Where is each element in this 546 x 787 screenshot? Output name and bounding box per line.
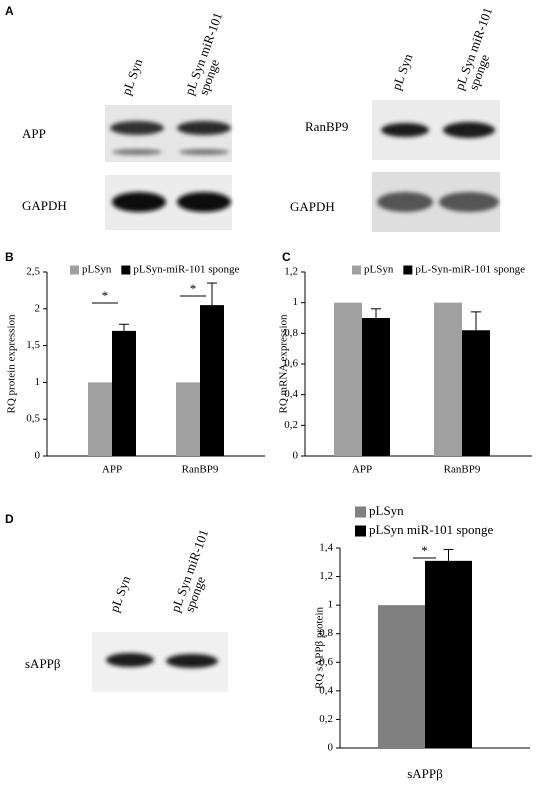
panel-label: C	[282, 250, 291, 264]
y-tick-label: 1,2	[284, 266, 298, 278]
error-bar	[471, 311, 481, 331]
row-label: APP	[22, 126, 46, 141]
bar	[334, 302, 362, 456]
y-tick-label: 1	[35, 376, 41, 388]
x-tick-label: APP	[352, 464, 372, 476]
row-label: sAPPβ	[25, 656, 61, 671]
annotation: *	[102, 288, 109, 303]
x-tick-label: RanBP9	[444, 464, 481, 476]
y-tick-label: 0,5	[26, 413, 40, 425]
y-axis-label: RQ mRNA expression	[278, 314, 290, 414]
band	[106, 653, 154, 667]
x-tick-label: RanBP9	[182, 464, 219, 476]
lane-label: pL Syn	[389, 51, 416, 92]
panel-label: A	[5, 4, 14, 18]
y-tick-label: 0,8	[319, 627, 333, 639]
band	[179, 149, 229, 155]
band	[439, 192, 499, 212]
blot-images	[92, 100, 500, 692]
legend-swatch	[355, 506, 366, 518]
panel-label: D	[5, 512, 14, 526]
error-bar	[371, 308, 381, 318]
band	[177, 192, 231, 212]
y-tick-label: 0,6	[319, 656, 333, 668]
bar	[200, 305, 224, 456]
band	[112, 149, 162, 155]
row-label: GAPDH	[290, 199, 335, 214]
lane-label: pL Syn	[107, 573, 134, 614]
row-label: GAPDH	[22, 198, 67, 213]
y-tick-label: 1,4	[319, 542, 333, 554]
band	[177, 121, 231, 135]
lane-label: pL Syn	[119, 56, 146, 97]
bar	[112, 330, 136, 456]
y-axis-label: RQ protein expression	[6, 314, 18, 413]
legend-swatch	[352, 265, 361, 275]
band	[377, 192, 433, 212]
bar	[176, 382, 200, 456]
band	[443, 122, 495, 138]
y-axis-label: RQ sAPPβ protein	[314, 607, 326, 689]
band	[381, 123, 429, 137]
panel-label: B	[5, 250, 14, 264]
legend-label: pLSyn	[369, 503, 404, 518]
legend-swatch	[70, 265, 79, 275]
y-tick-label: 0	[328, 742, 334, 754]
band	[110, 121, 164, 135]
row-label: RanBP9	[305, 119, 348, 134]
legend-swatch	[121, 265, 131, 275]
y-tick-label: 2,5	[26, 266, 40, 278]
error-bar	[207, 282, 217, 306]
error-bar	[443, 548, 454, 561]
x-tick-label: APP	[102, 464, 122, 476]
legend-swatch	[403, 265, 413, 275]
y-tick-label: 0	[293, 450, 299, 462]
y-tick-label: 0,4	[284, 388, 298, 400]
annotation: *	[421, 543, 428, 558]
legend-swatch	[355, 525, 366, 537]
annotation: *	[190, 281, 197, 296]
y-tick-label: 0,4	[319, 684, 333, 696]
y-tick-label: 0,2	[284, 419, 298, 431]
y-tick-label: 1,5	[26, 339, 40, 351]
legend-label: pL-Syn-miR-101 sponge	[415, 264, 525, 276]
legend-label: pLSyn-miR-101 sponge	[133, 264, 239, 276]
error-bar	[119, 323, 129, 331]
legend-label: pLSyn	[82, 264, 112, 276]
band	[166, 654, 218, 668]
y-tick-label: 0	[35, 450, 41, 462]
bar	[462, 330, 490, 456]
y-tick-label: 1	[328, 599, 334, 611]
y-tick-label: 1,2	[319, 570, 333, 582]
bar	[362, 318, 390, 456]
y-tick-label: 2	[35, 302, 41, 314]
x-tick-label: sAPPβ	[407, 766, 443, 781]
y-tick-label: 0,6	[284, 358, 298, 370]
y-tick-label: 0,2	[319, 713, 333, 725]
y-tick-label: 1	[293, 296, 299, 308]
legend-label: pLSyn	[364, 264, 394, 276]
bar	[88, 382, 112, 456]
bar	[425, 560, 472, 748]
y-tick-label: 0,8	[284, 327, 298, 339]
bar	[434, 302, 462, 456]
band	[112, 192, 166, 212]
bar	[378, 605, 425, 748]
legend-label: pLSyn miR-101 sponge	[369, 522, 493, 537]
